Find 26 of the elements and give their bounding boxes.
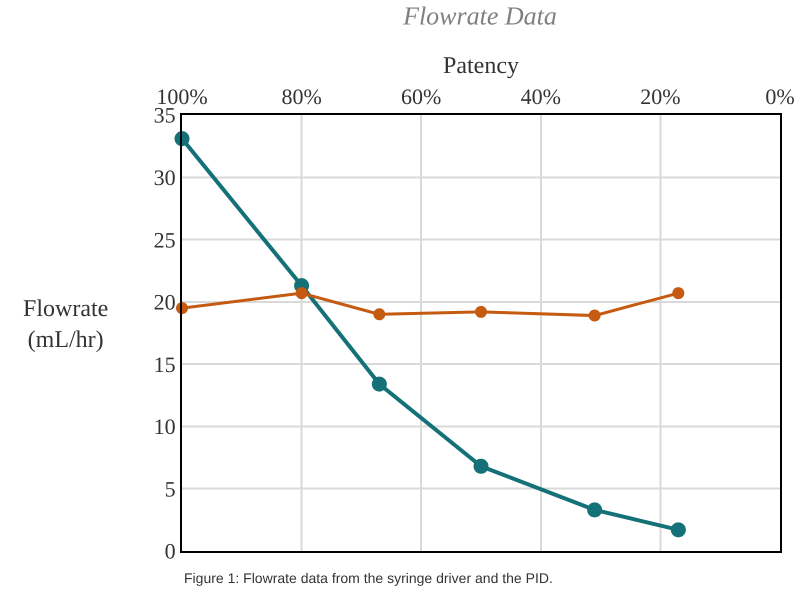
y-tick-label: 30 [154, 164, 176, 190]
y-tick-label: 15 [154, 352, 176, 377]
point [475, 306, 487, 318]
point [372, 376, 387, 392]
point [588, 310, 601, 322]
y-tick-label: 0 [164, 538, 176, 564]
x-tick-label: 0% [765, 84, 795, 110]
x-tick-label: 60% [401, 84, 442, 110]
caption: Figure 1: Flowrate data from the syringe driver and the PID. [184, 570, 553, 586]
point [672, 287, 684, 300]
point [474, 458, 488, 474]
y-tick-label: 5 [164, 476, 176, 502]
y-axis-title: Flowrate (mL/hr) [23, 296, 108, 354]
y-tick-label: 20 [154, 290, 176, 315]
y-tick-label: 25 [154, 227, 176, 252]
point [670, 522, 686, 538]
x-axis-title: Patency [443, 52, 519, 79]
x-tick-label: 100% [156, 84, 208, 110]
point [587, 502, 602, 518]
chart-title: Flowrate Data [402, 1, 557, 30]
y-tick-label: 10 [154, 414, 176, 440]
x-tick-label: 40% [520, 84, 561, 110]
point [373, 308, 386, 320]
point [296, 287, 308, 300]
x-tick-label: 80% [281, 84, 322, 110]
x-tick-label: 20% [640, 84, 681, 110]
